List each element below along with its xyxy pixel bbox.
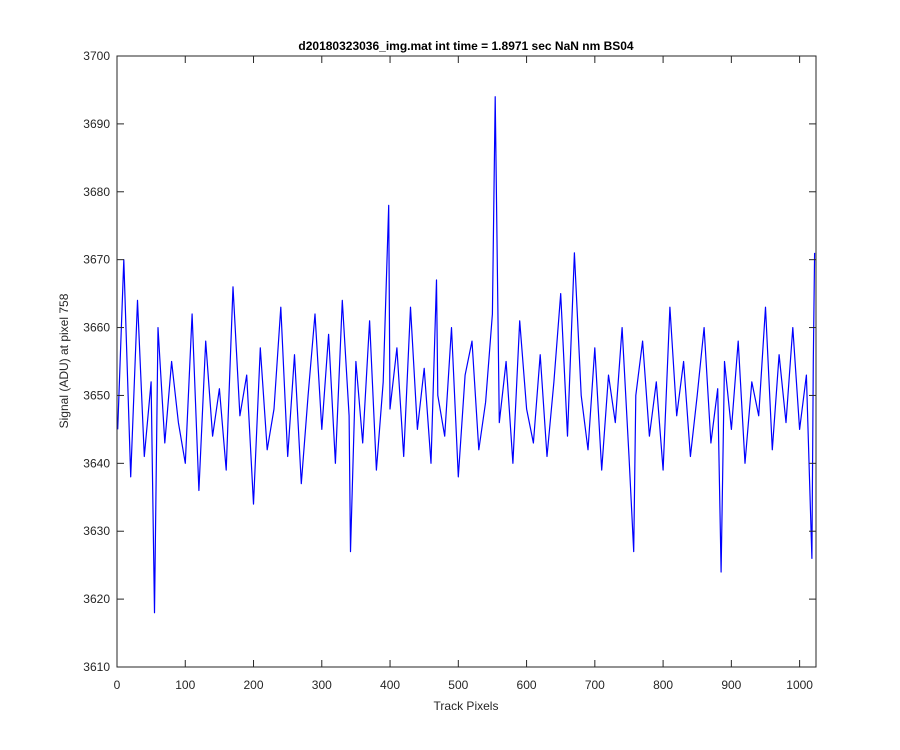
x-tick-label: 0 bbox=[114, 678, 121, 692]
y-tick-label: 3630 bbox=[83, 524, 110, 538]
x-tick-label: 600 bbox=[517, 678, 537, 692]
chart-title: d20180323036_img.mat int time = 1.8971 s… bbox=[298, 39, 634, 53]
x-tick-label: 500 bbox=[448, 678, 468, 692]
y-tick-label: 3640 bbox=[83, 456, 110, 470]
y-tick-label: 3620 bbox=[83, 592, 110, 606]
y-tick-label: 3670 bbox=[83, 253, 110, 267]
axes-box bbox=[116, 55, 817, 668]
y-tick-label: 3680 bbox=[83, 185, 110, 199]
x-tick-label: 200 bbox=[244, 678, 264, 692]
x-tick-label: 1000 bbox=[786, 678, 813, 692]
series-line-0 bbox=[117, 96, 816, 614]
series-layer bbox=[117, 96, 816, 614]
y-tick-label: 3690 bbox=[83, 117, 110, 131]
y-axis-label: Signal (ADU) at pixel 758 bbox=[57, 293, 71, 428]
y-tick-label: 3700 bbox=[83, 49, 110, 63]
x-tick-label: 300 bbox=[312, 678, 332, 692]
y-tick-label: 3650 bbox=[83, 388, 110, 402]
x-tick-label: 800 bbox=[653, 678, 673, 692]
y-tick-label: 3660 bbox=[83, 321, 110, 335]
x-tick-label: 400 bbox=[380, 678, 400, 692]
axes-layer: 0 100 200 300 400 500 600 700 800 900 1000 3610 3620… bbox=[83, 49, 817, 692]
x-axis-label: Track Pixels bbox=[434, 699, 499, 713]
x-tick-label: 700 bbox=[585, 678, 605, 692]
y-tick-label: 3610 bbox=[83, 660, 110, 674]
x-tick-label: 900 bbox=[721, 678, 741, 692]
plot-area bbox=[117, 56, 816, 667]
x-tick-label: 100 bbox=[175, 678, 195, 692]
